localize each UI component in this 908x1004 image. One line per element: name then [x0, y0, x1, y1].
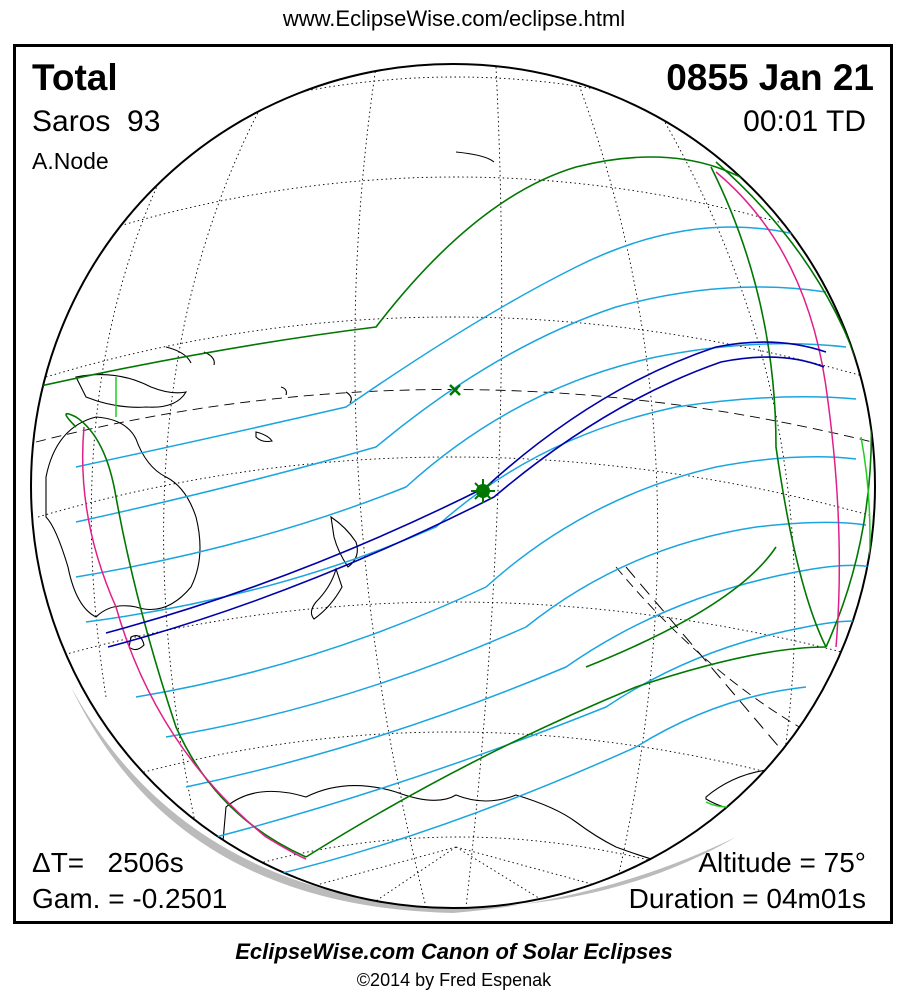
eclipse-map-panel: Total Saros 93 A.Node 0855 Jan 21 00:01 … — [13, 44, 893, 924]
altitude-value: 75° — [823, 847, 866, 878]
central-path — [105, 341, 827, 648]
canon-title: EclipseWise.com Canon of Solar Eclipses — [235, 939, 673, 964]
northern-penumbral-limit — [35, 156, 827, 388]
new-zealand-north — [330, 515, 358, 568]
gamma-label: Gam. = — [32, 883, 125, 914]
delta-t-readout: ΔT= 2506s — [32, 847, 184, 879]
gamma-readout: Gam. = -0.2501 — [32, 883, 227, 915]
rise-set-curves — [81, 171, 841, 860]
magnitude-curves — [75, 226, 872, 878]
duration-readout: Duration = 04m01s — [629, 883, 866, 915]
saros-label: Saros 93 — [32, 105, 160, 139]
page-url[interactable]: www.EclipseWise.com/eclipse.html — [282, 6, 626, 31]
globe-shadow-rim — [71, 687, 736, 913]
antarctica-coast — [215, 785, 717, 908]
greatest-eclipse-marker — [471, 479, 495, 503]
saros-number: 93 — [127, 105, 161, 138]
delta-t-value: 2506s — [107, 847, 184, 878]
globe-map — [30, 63, 876, 913]
tasmania-coast — [128, 635, 145, 651]
delta-t-label: ΔT= — [32, 847, 85, 878]
sub-solar-marker — [449, 384, 461, 396]
new-guinea-coast — [75, 374, 188, 408]
new-zealand-south — [310, 567, 343, 620]
australia-coast — [45, 416, 201, 618]
saros-text: Saros — [32, 105, 111, 138]
western-rise-limit — [65, 412, 307, 858]
altitude-label: Altitude = — [698, 847, 816, 878]
duration-value: 04m01s — [766, 883, 866, 914]
eclipse-datetime: 0855 Jan 21 — [666, 57, 874, 98]
td-time: 00:01 TD — [743, 105, 866, 138]
eastern-set-limit — [710, 166, 827, 648]
altitude-readout: Altitude = 75° — [698, 847, 866, 879]
gamma-value: -0.2501 — [132, 883, 228, 914]
copyright: ©2014 by Fred Espenak — [356, 970, 552, 990]
southern-penumbral-limit — [305, 646, 827, 858]
pacific-islands — [165, 151, 495, 443]
penumbral-limits — [35, 156, 873, 858]
globe-outline — [30, 63, 876, 909]
graticule-dashed — [35, 389, 873, 748]
eclipse-type: Total — [32, 57, 118, 98]
duration-label: Duration = — [628, 883, 759, 914]
node-label: A.Node — [32, 148, 109, 174]
ne-penumbral-curve — [585, 546, 777, 668]
